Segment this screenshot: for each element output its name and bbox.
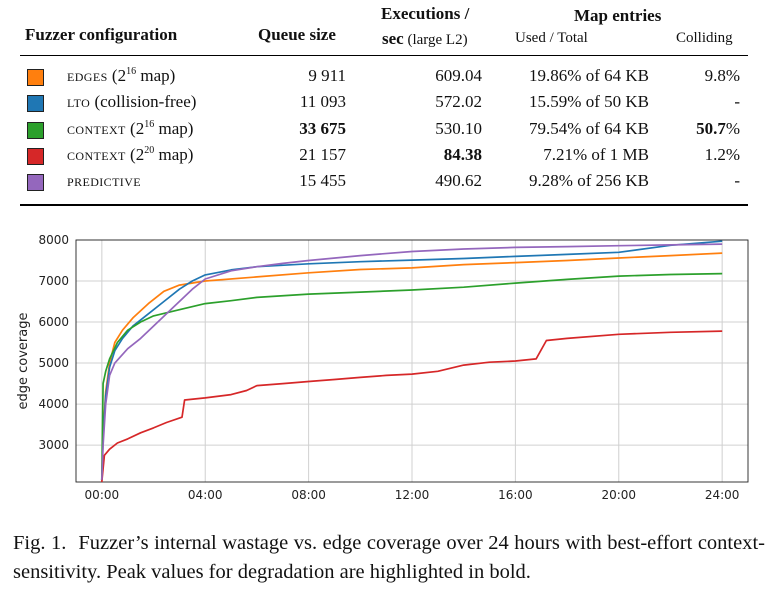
row-queue: 15 455 <box>299 171 346 190</box>
header-exec-line1: Executions / <box>381 4 470 23</box>
row-map: 9.28% of 256 KB <box>529 171 649 190</box>
series-line-4 <box>100 243 723 480</box>
row-exec: 530.10 <box>435 119 482 138</box>
row-colliding: - <box>734 171 740 190</box>
row-colliding: 1.2% <box>704 145 740 164</box>
series-line-1 <box>100 240 723 480</box>
figure-caption: Fig. 1. Fuzzer’s internal wastage vs. edg… <box>13 529 765 587</box>
row-queue: 33 675 <box>299 119 346 138</box>
x-tick-label: 08:00 <box>291 488 326 502</box>
row-map: 15.59% of 50 KB <box>529 92 649 111</box>
header-colliding: Colliding <box>676 30 733 46</box>
row-exec: 572.02 <box>435 92 482 111</box>
caption-label: Fig. 1. <box>13 532 67 554</box>
row-exec: 609.04 <box>435 66 482 85</box>
y-tick-label: 4000 <box>38 397 69 411</box>
row-map: 79.54% of 64 KB <box>529 119 649 138</box>
header-exec-sec: sec <box>382 29 404 48</box>
legend-swatch-predictive <box>27 174 44 191</box>
coverage-chart: 00:00 04:00 08:00 12:00 16:00 20:00 24:00 3000 4… <box>16 233 749 502</box>
header-exec-line2: sec (large L2) <box>382 29 468 49</box>
row-queue: 11 093 <box>299 92 346 111</box>
series-line-2 <box>100 272 723 480</box>
legend-swatch-lto <box>27 95 44 112</box>
row-colliding: - <box>734 92 740 111</box>
x-tick-label: 00:00 <box>85 488 120 502</box>
x-tick-label: 12:00 <box>395 488 430 502</box>
row-colliding: 50.7% <box>696 119 740 138</box>
y-tick-label: 7000 <box>38 274 69 288</box>
series-line-3 <box>100 330 723 483</box>
y-axis-label: edge coverage <box>16 313 31 410</box>
header-used-total: Used / Total <box>515 30 588 46</box>
row-queue: 21 157 <box>299 145 346 164</box>
plot-frame <box>75 239 749 483</box>
header-rule <box>20 55 748 56</box>
x-tick-label: 04:00 <box>188 488 223 502</box>
row-name: context (216 map) <box>67 119 194 138</box>
row-exec: 84.38 <box>443 145 482 164</box>
header-map-entries: Map entries <box>574 6 662 25</box>
grid <box>76 239 748 482</box>
bottom-rule <box>20 204 748 206</box>
row-colliding: 9.8% <box>704 66 740 85</box>
row-name: lto (collision-free) <box>67 92 197 111</box>
row-name: predictive <box>67 171 141 190</box>
row-map: 19.86% of 64 KB <box>529 66 649 85</box>
x-tick-label: 20:00 <box>601 488 636 502</box>
y-tick-label: 5000 <box>38 356 69 370</box>
row-name: context (220 map) <box>67 145 194 164</box>
legend-swatch-context-20 <box>27 148 44 165</box>
tick-labels: 00:00 04:00 08:00 12:00 16:00 20:00 24:00 3000 4… <box>38 233 739 502</box>
row-name: edges (216 map) <box>67 66 176 85</box>
caption-text: Fuzzer’s internal wastage vs. edge cover… <box>13 532 765 583</box>
y-tick-label: 8000 <box>38 233 69 247</box>
y-tick-label: 6000 <box>38 315 69 329</box>
header-config: Fuzzer configuration <box>25 25 178 44</box>
row-map: 7.21% of 1 MB <box>543 145 649 164</box>
legend-swatch-edges <box>27 69 44 86</box>
row-queue: 9 911 <box>308 66 346 85</box>
x-tick-label: 16:00 <box>498 488 533 502</box>
results-table: Fuzzer configuration Queue size Executio… <box>0 0 770 210</box>
series-group <box>100 240 723 483</box>
legend-swatch-context-16 <box>27 122 44 139</box>
header-exec-rest: (large L2) <box>407 32 468 48</box>
row-exec: 490.62 <box>435 171 482 190</box>
y-tick-label: 3000 <box>38 438 69 452</box>
header-queue: Queue size <box>258 25 336 44</box>
x-tick-label: 24:00 <box>705 488 740 502</box>
